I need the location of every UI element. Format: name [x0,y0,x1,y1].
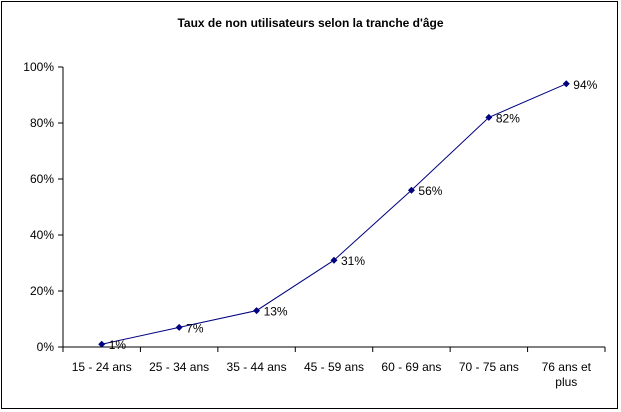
data-point [98,340,106,348]
data-point [253,307,261,315]
data-point [330,256,338,264]
data-label: 1% [109,338,127,352]
data-label: 7% [186,321,204,335]
x-tick-label: 70 - 75 ans [459,360,519,374]
y-tick-label: 60% [30,172,54,186]
data-point [175,323,183,331]
x-tick-label: 45 - 59 ans [304,360,364,374]
data-point [485,113,493,121]
chart-title: Taux de non utilisateurs selon la tranch… [177,16,444,30]
x-tick-label: plus [555,375,577,389]
x-tick-label: 35 - 44 ans [227,360,287,374]
data-label: 31% [341,254,365,268]
data-label: 94% [573,78,597,92]
x-tick-label: 76 ans et [542,360,592,374]
data-point [562,80,570,88]
y-tick-label: 0% [37,340,55,354]
y-tick-label: 100% [23,60,54,74]
data-point [407,186,415,194]
y-tick-label: 80% [30,116,54,130]
x-tick-label: 60 - 69 ans [381,360,441,374]
data-label: 13% [264,305,288,319]
data-label: 56% [418,184,442,198]
data-label: 82% [496,111,520,125]
y-tick-label: 40% [30,228,54,242]
y-tick-label: 20% [30,284,54,298]
x-tick-label: 25 - 34 ans [149,360,209,374]
x-tick-label: 15 - 24 ans [72,360,132,374]
